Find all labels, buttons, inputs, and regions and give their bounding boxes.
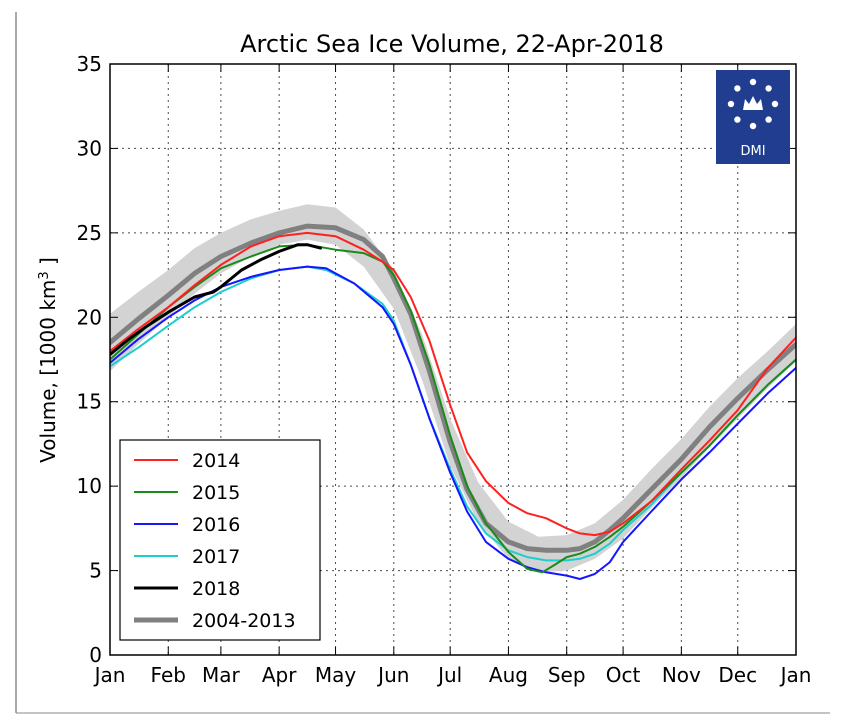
crown-icon bbox=[743, 96, 763, 110]
y-tick-label: 20 bbox=[77, 305, 102, 329]
plot-area: 0 5 10 15 20 25 30 35 Jan Feb Mar Apr May Jun Jul Aug Se… bbox=[77, 52, 812, 687]
series-line-2014 bbox=[110, 231, 796, 537]
dmi-logo-star bbox=[749, 122, 757, 130]
dmi-logo-background bbox=[716, 70, 790, 164]
legend-label-2014: 2014 bbox=[192, 450, 240, 472]
legend-label-2016: 2016 bbox=[192, 514, 240, 536]
legend-label-2015: 2015 bbox=[192, 482, 240, 504]
dmi-logo-star bbox=[727, 100, 735, 108]
y-tick-label: 30 bbox=[77, 136, 102, 160]
y-tick-label: 5 bbox=[89, 559, 102, 583]
x-tick-label: Feb bbox=[151, 663, 186, 687]
x-tick-label: Nov bbox=[662, 663, 701, 687]
x-tick-label: Sep bbox=[548, 663, 586, 687]
legend-box bbox=[119, 439, 321, 641]
dmi-logo: DMI bbox=[716, 70, 790, 164]
chart-title: Arctic Sea Ice Volume, 22-Apr-2018 bbox=[240, 30, 664, 58]
y-axis-label: Volume, [1000 km3 ] bbox=[36, 257, 60, 463]
x-tick-label: Aug bbox=[489, 663, 528, 687]
legend-label-2004-2013: 2004-2013 bbox=[192, 610, 296, 632]
series-group bbox=[110, 204, 796, 580]
y-tick-label: 15 bbox=[77, 390, 102, 414]
x-tick-label: Oct bbox=[606, 663, 641, 687]
x-tick-label: May bbox=[315, 663, 357, 687]
plot-frame bbox=[109, 63, 797, 656]
x-tick-label: Mar bbox=[202, 663, 241, 687]
y-tick-label: 10 bbox=[77, 474, 102, 498]
y-tick-label: 25 bbox=[77, 221, 102, 245]
y-tick-label: 35 bbox=[77, 52, 102, 76]
x-tick-label: Apr bbox=[262, 663, 297, 687]
x-tick-label: Dec bbox=[718, 663, 757, 687]
dmi-logo-star bbox=[749, 78, 757, 86]
series-line-2016 bbox=[110, 265, 796, 580]
y-tick-label: 0 bbox=[89, 643, 102, 667]
legend-label-2017: 2017 bbox=[192, 546, 240, 568]
series-line-2004-2013 bbox=[110, 223, 796, 553]
x-tick-label: Jun bbox=[376, 663, 409, 687]
x-tick-label: Jan bbox=[779, 663, 812, 687]
x-tick-label: Jul bbox=[436, 663, 462, 687]
x-tick-label: Jan bbox=[93, 663, 126, 687]
dmi-logo-text: DMI bbox=[740, 144, 765, 159]
dmi-logo-star bbox=[765, 85, 772, 92]
series-line-2017 bbox=[110, 265, 796, 562]
dmi-logo-star bbox=[771, 100, 779, 108]
dmi-logo-star bbox=[765, 116, 772, 123]
dmi-logo-star bbox=[734, 85, 741, 92]
series-line-2018 bbox=[110, 243, 322, 356]
legend-label-2018: 2018 bbox=[192, 578, 240, 600]
dmi-logo-star bbox=[734, 116, 741, 123]
